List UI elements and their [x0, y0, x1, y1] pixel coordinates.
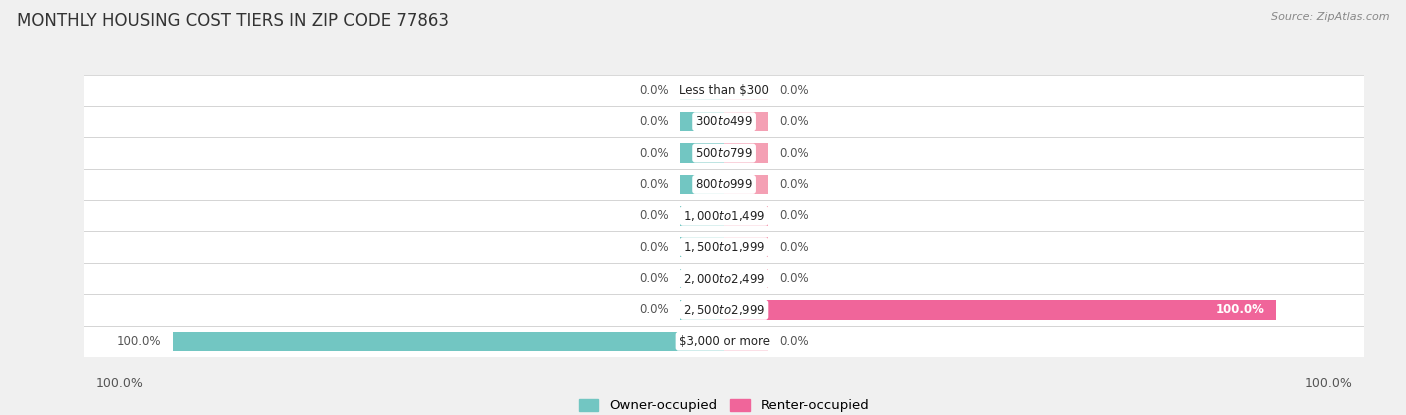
Bar — [681, 81, 724, 100]
Bar — [62, 169, 1386, 200]
Text: $2,000 to $2,499: $2,000 to $2,499 — [683, 271, 765, 286]
Text: 0.0%: 0.0% — [640, 241, 669, 254]
Bar — [724, 175, 768, 194]
Text: 0.0%: 0.0% — [779, 335, 808, 348]
Bar — [724, 269, 768, 288]
Text: $1,000 to $1,499: $1,000 to $1,499 — [683, 209, 765, 223]
Bar — [62, 137, 1386, 169]
Bar — [724, 206, 768, 225]
Text: 0.0%: 0.0% — [640, 115, 669, 128]
Text: 0.0%: 0.0% — [640, 84, 669, 97]
Text: 100.0%: 100.0% — [96, 377, 143, 390]
Text: $1,500 to $1,999: $1,500 to $1,999 — [683, 240, 765, 254]
Text: 0.0%: 0.0% — [779, 272, 808, 285]
Text: 100.0%: 100.0% — [117, 335, 162, 348]
Bar — [681, 206, 724, 225]
Text: $3,000 or more: $3,000 or more — [679, 335, 769, 348]
Text: $2,500 to $2,999: $2,500 to $2,999 — [683, 303, 765, 317]
Bar — [681, 112, 724, 132]
Bar — [681, 300, 724, 320]
Text: 0.0%: 0.0% — [779, 115, 808, 128]
Text: 0.0%: 0.0% — [640, 209, 669, 222]
Text: 0.0%: 0.0% — [779, 146, 808, 160]
Bar — [724, 112, 768, 132]
Bar — [173, 332, 724, 351]
Text: 0.0%: 0.0% — [640, 303, 669, 316]
Bar — [681, 143, 724, 163]
Bar — [724, 300, 1275, 320]
Text: MONTHLY HOUSING COST TIERS IN ZIP CODE 77863: MONTHLY HOUSING COST TIERS IN ZIP CODE 7… — [17, 12, 449, 30]
Text: $800 to $999: $800 to $999 — [695, 178, 754, 191]
Bar — [62, 232, 1386, 263]
Legend: Owner-occupied, Renter-occupied: Owner-occupied, Renter-occupied — [579, 398, 869, 413]
Bar — [62, 263, 1386, 294]
Text: 0.0%: 0.0% — [640, 272, 669, 285]
Text: 0.0%: 0.0% — [779, 178, 808, 191]
Bar — [62, 75, 1386, 106]
Text: $300 to $499: $300 to $499 — [695, 115, 754, 128]
Text: 0.0%: 0.0% — [640, 146, 669, 160]
Text: $500 to $799: $500 to $799 — [695, 146, 754, 160]
Text: 100.0%: 100.0% — [1305, 377, 1353, 390]
Text: 0.0%: 0.0% — [779, 209, 808, 222]
Text: Source: ZipAtlas.com: Source: ZipAtlas.com — [1271, 12, 1389, 22]
Bar — [724, 237, 768, 257]
Text: 0.0%: 0.0% — [779, 241, 808, 254]
Text: 100.0%: 100.0% — [1216, 303, 1264, 316]
Bar — [681, 269, 724, 288]
Bar — [62, 106, 1386, 137]
Bar — [681, 237, 724, 257]
Bar — [724, 81, 768, 100]
Text: 0.0%: 0.0% — [640, 178, 669, 191]
Text: 0.0%: 0.0% — [779, 84, 808, 97]
Bar — [62, 325, 1386, 357]
Bar — [724, 143, 768, 163]
Bar — [681, 175, 724, 194]
Bar — [62, 200, 1386, 232]
Text: Less than $300: Less than $300 — [679, 84, 769, 97]
Bar — [62, 294, 1386, 325]
Bar — [724, 332, 768, 351]
